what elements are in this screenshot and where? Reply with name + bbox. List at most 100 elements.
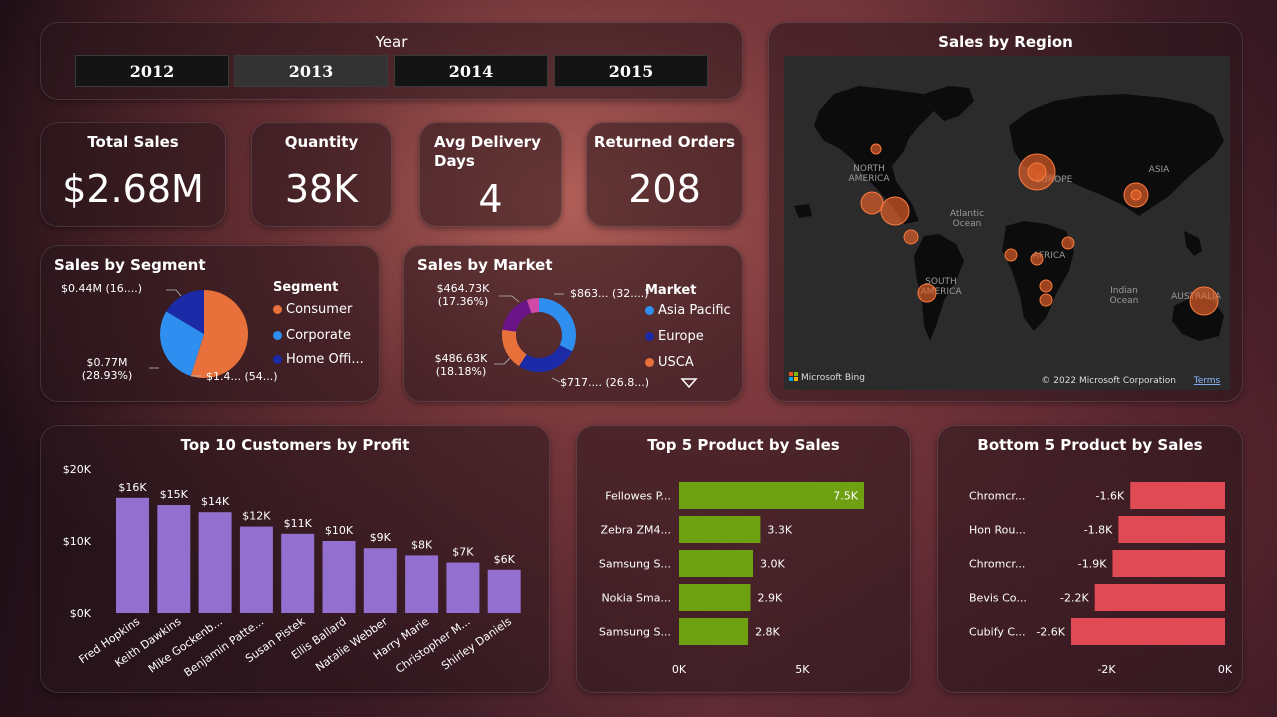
category-label: Christopher M... — [393, 615, 472, 676]
segment-label-corporate: $0.77M (28.93%) — [67, 356, 147, 382]
map-bubble[interactable] — [1061, 236, 1075, 250]
map-bubble[interactable] — [1130, 189, 1142, 201]
market-slice[interactable] — [539, 298, 576, 352]
top5-bar[interactable] — [679, 482, 864, 509]
category-label: Chromcr... — [969, 558, 1025, 571]
legend-label: Asia Pacific — [658, 303, 731, 318]
bottom5-bar[interactable] — [1071, 618, 1225, 645]
customer-bar[interactable] — [116, 497, 149, 613]
bottom5-bar[interactable] — [1094, 584, 1225, 611]
total-sales-card: Total Sales $2.68M — [40, 122, 226, 227]
legend-dot-icon — [645, 358, 654, 367]
map-label-indian: Indian Ocean — [1110, 286, 1139, 306]
map-bubble[interactable] — [1030, 252, 1044, 266]
y-tick-label: $20K — [63, 463, 92, 476]
world-map[interactable]: NORTH AMERICA EUROPE ASIA Atlantic Ocean A… — [784, 56, 1230, 390]
total-sales-label: Total Sales — [87, 133, 179, 151]
market-label-usca-text: $486.63K (18.18%) — [434, 352, 488, 378]
legend-dot-icon — [273, 331, 282, 340]
segment-card: Sales by Segment $0.44M (16....) $0.77M … — [40, 245, 380, 402]
segment-slice[interactable] — [190, 290, 248, 378]
map-card: Sales by Region NORTH AMERICA EUROPE ASIA… — [768, 22, 1243, 402]
customer-bar[interactable] — [405, 555, 439, 613]
data-label: 2.8K — [755, 626, 780, 639]
map-label-asia: ASIA — [1149, 165, 1171, 175]
y-tick-label: $0K — [70, 607, 92, 620]
data-label: 3.3K — [767, 524, 792, 537]
map-bubble[interactable] — [1039, 279, 1053, 293]
avg-delivery-value: 4 — [478, 177, 503, 221]
market-donut-chart — [494, 293, 576, 383]
x-tick-label: 0K — [1218, 663, 1233, 676]
market-slice[interactable] — [502, 300, 532, 332]
customer-bar[interactable] — [157, 505, 191, 613]
customer-bar[interactable] — [446, 562, 480, 613]
top5-bar[interactable] — [679, 550, 753, 577]
map-bubble[interactable] — [1039, 293, 1053, 307]
map-bubble[interactable] — [860, 191, 884, 215]
map-terms-link[interactable]: Terms — [1193, 376, 1221, 386]
customer-bar[interactable] — [281, 533, 315, 613]
category-label: Shirley Daniels — [439, 615, 514, 673]
market-legend-europe[interactable]: Europe — [645, 329, 704, 344]
map-bubble[interactable] — [880, 196, 910, 226]
legend-scroll-down-icon[interactable] — [680, 377, 698, 389]
data-label: $9K — [370, 531, 392, 544]
map-bubble[interactable] — [1189, 286, 1219, 316]
data-label: $6K — [494, 553, 516, 566]
market-slice[interactable] — [526, 298, 539, 314]
year-button-2013[interactable]: 2013 — [234, 55, 388, 87]
year-button-2015[interactable]: 2015 — [554, 55, 708, 87]
top5-bar[interactable] — [679, 584, 751, 611]
segment-legend-home-office[interactable]: Home Offi... — [273, 352, 364, 367]
market-slice[interactable] — [502, 329, 527, 367]
avg-delivery-card: Avg Delivery Days 4 — [419, 122, 562, 227]
legend-label: Home Offi... — [286, 352, 364, 367]
segment-label-corporate-text: $0.77M (28.93%) — [81, 356, 133, 382]
top5-bar[interactable] — [679, 516, 761, 543]
segment-legend-consumer[interactable]: Consumer — [273, 302, 352, 317]
segment-slice[interactable] — [166, 290, 204, 334]
segment-legend-corporate[interactable]: Corporate — [273, 328, 351, 343]
map-bubble[interactable] — [903, 229, 919, 245]
map-bubble[interactable] — [1027, 162, 1047, 182]
category-label: Samsung S... — [599, 626, 671, 639]
customer-bar[interactable] — [198, 512, 232, 613]
avg-delivery-label: Avg Delivery Days — [434, 133, 541, 170]
bottom5-bar[interactable] — [1118, 516, 1225, 543]
year-button-2012[interactable]: 2012 — [75, 55, 229, 87]
bottom5-bar[interactable] — [1112, 550, 1225, 577]
customers-chart-title: Top 10 Customers by Profit — [180, 436, 410, 454]
data-label: $10K — [325, 524, 354, 537]
bottom5-bar[interactable] — [1130, 482, 1225, 509]
year-slicer-card: Year 2012 2013 2014 2015 — [40, 22, 743, 100]
map-label-europe: EUROPE — [1036, 175, 1073, 185]
customer-bar[interactable] — [487, 569, 521, 613]
category-label: Cubify C... — [969, 626, 1026, 639]
customer-bar[interactable] — [363, 548, 397, 613]
legend-label: Europe — [658, 329, 704, 344]
market-label-asia: $863... (32....) — [570, 287, 649, 300]
segment-pie-chart — [149, 289, 248, 378]
year-slicer-title: Year — [375, 33, 408, 51]
market-legend-usca[interactable]: USCA — [645, 355, 694, 370]
quantity-value: 38K — [284, 167, 359, 211]
map-bubble[interactable] — [1004, 248, 1018, 262]
map-bubble[interactable] — [870, 143, 882, 155]
year-button-2014[interactable]: 2014 — [394, 55, 548, 87]
market-legend-asia-pacific[interactable]: Asia Pacific — [645, 303, 731, 318]
bottom5-chart-title: Bottom 5 Product by Sales — [977, 436, 1203, 454]
segment-legend-title: Segment — [273, 280, 339, 295]
market-card: Sales by Market $464.73K (17.36%) $486.6… — [403, 245, 743, 402]
market-slice[interactable] — [518, 345, 573, 372]
category-label: Nokia Sma... — [601, 592, 671, 605]
customers-card: Top 10 Customers by Profit $0K $10K $20K $1… — [40, 425, 550, 693]
top5-bar[interactable] — [679, 618, 749, 645]
map-bubble[interactable] — [917, 283, 937, 303]
y-tick-label: $10K — [63, 535, 92, 548]
customer-bar[interactable] — [239, 526, 273, 613]
customer-bar[interactable] — [322, 541, 356, 613]
data-label: $12K — [242, 510, 271, 523]
segment-slice[interactable] — [160, 311, 204, 376]
